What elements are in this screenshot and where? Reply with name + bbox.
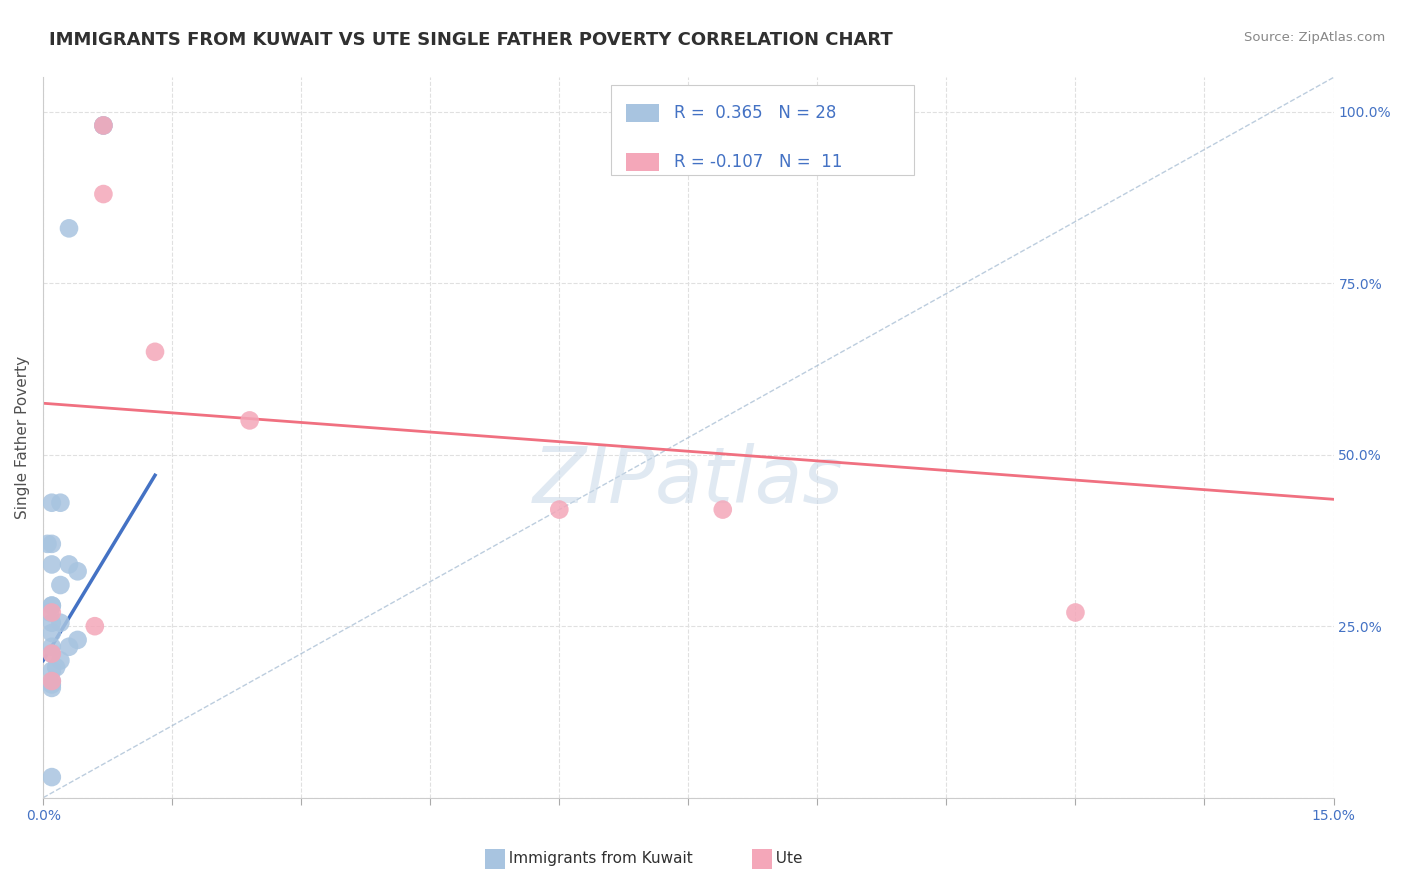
Point bbox=[41, 647, 63, 661]
Point bbox=[66, 632, 89, 647]
Point bbox=[41, 674, 63, 689]
Text: Ute: Ute bbox=[766, 851, 803, 865]
Point bbox=[548, 502, 571, 516]
Point bbox=[41, 770, 63, 784]
Point bbox=[143, 344, 166, 359]
Point bbox=[93, 119, 115, 133]
Point bbox=[41, 674, 63, 689]
Point bbox=[49, 615, 72, 630]
Y-axis label: Single Father Poverty: Single Father Poverty bbox=[15, 356, 30, 519]
Point bbox=[41, 647, 63, 661]
Bar bbox=[627, 104, 658, 122]
Point bbox=[41, 626, 63, 640]
Point bbox=[41, 615, 63, 630]
Point bbox=[1064, 606, 1087, 620]
Text: Immigrants from Kuwait: Immigrants from Kuwait bbox=[499, 851, 693, 865]
FancyBboxPatch shape bbox=[612, 85, 914, 175]
Point bbox=[39, 606, 62, 620]
Text: R =  0.365   N = 28: R = 0.365 N = 28 bbox=[673, 104, 837, 122]
Point bbox=[49, 496, 72, 510]
Point bbox=[41, 677, 63, 691]
Point bbox=[41, 496, 63, 510]
Point bbox=[41, 606, 63, 620]
Point bbox=[41, 681, 63, 695]
Point bbox=[41, 599, 63, 613]
Point bbox=[41, 537, 63, 551]
Point bbox=[711, 502, 734, 516]
Point bbox=[66, 564, 89, 578]
Point bbox=[45, 660, 67, 674]
Point bbox=[49, 578, 72, 592]
Point bbox=[93, 119, 115, 133]
Bar bbox=[627, 153, 658, 170]
Point bbox=[239, 413, 262, 427]
Point bbox=[58, 558, 80, 572]
Point bbox=[83, 619, 105, 633]
Point bbox=[49, 653, 72, 667]
Text: R = -0.107   N =  11: R = -0.107 N = 11 bbox=[673, 153, 842, 170]
Point bbox=[93, 187, 115, 202]
Point bbox=[37, 537, 59, 551]
Point bbox=[41, 664, 63, 678]
Point bbox=[58, 221, 80, 235]
Point bbox=[41, 558, 63, 572]
Text: Source: ZipAtlas.com: Source: ZipAtlas.com bbox=[1244, 31, 1385, 45]
Point bbox=[41, 599, 63, 613]
Text: ZIPatlas: ZIPatlas bbox=[533, 442, 844, 519]
Point bbox=[41, 640, 63, 654]
Text: IMMIGRANTS FROM KUWAIT VS UTE SINGLE FATHER POVERTY CORRELATION CHART: IMMIGRANTS FROM KUWAIT VS UTE SINGLE FAT… bbox=[49, 31, 893, 49]
Point bbox=[93, 119, 115, 133]
Point bbox=[58, 640, 80, 654]
